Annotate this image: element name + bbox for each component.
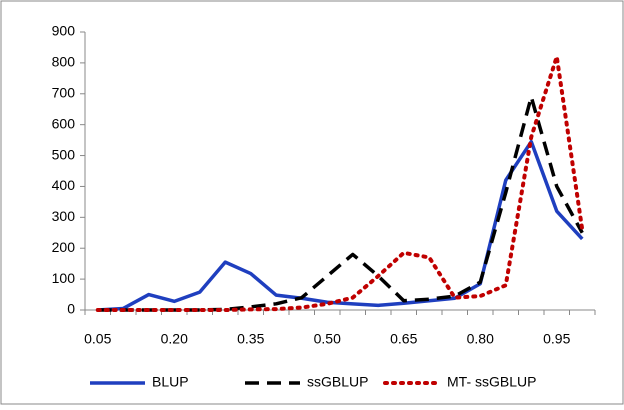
y-tick-label: 100 xyxy=(52,270,76,286)
x-tick-label: 0.65 xyxy=(390,331,417,347)
x-tick-label: 0.80 xyxy=(467,331,494,347)
x-tick-label: 0.50 xyxy=(314,331,341,347)
x-tick-label: 0.35 xyxy=(237,331,264,347)
y-tick-label: 600 xyxy=(52,115,76,131)
legend-label: MT- ssGBLUP xyxy=(447,374,536,390)
y-tick-label: 400 xyxy=(52,177,76,193)
y-tick-label: 300 xyxy=(52,208,76,224)
y-tick-label: 200 xyxy=(52,239,76,255)
legend-label: ssGBLUP xyxy=(307,374,368,390)
x-tick-label: 0.95 xyxy=(543,331,570,347)
y-tick-label: 0 xyxy=(67,301,75,317)
y-tick-label: 500 xyxy=(52,146,76,162)
series-line xyxy=(97,139,584,312)
x-tick-label: 0.20 xyxy=(161,331,188,347)
y-tick-label: 900 xyxy=(52,23,76,39)
series-line xyxy=(95,54,585,312)
y-tick-label: 800 xyxy=(52,54,76,70)
y-tick-label: 700 xyxy=(52,84,76,100)
legend-label: BLUP xyxy=(152,374,189,390)
series-line xyxy=(97,95,584,312)
x-tick-label: 0.05 xyxy=(84,331,111,347)
